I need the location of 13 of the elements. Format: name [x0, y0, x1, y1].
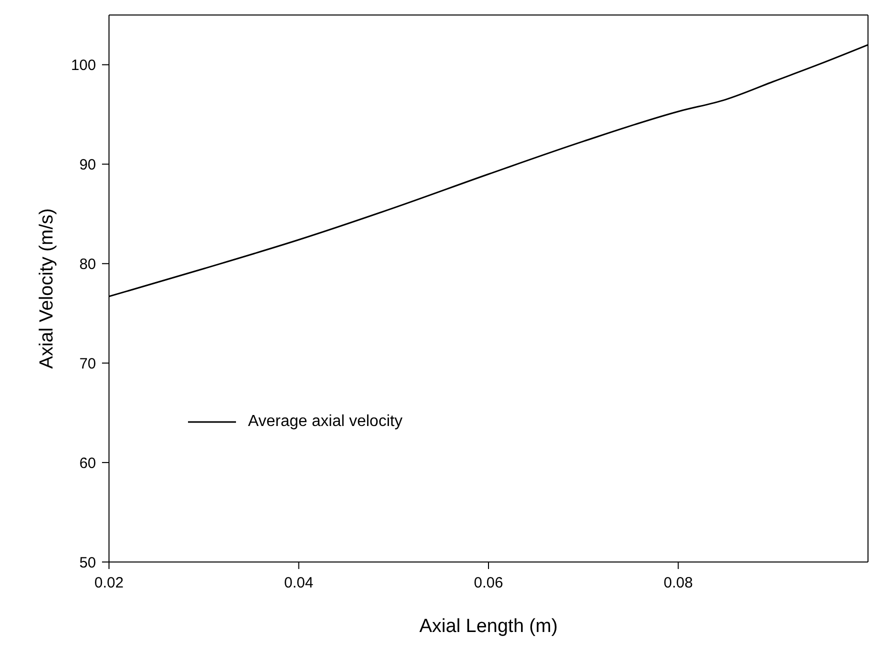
x-tick-label: 0.08: [664, 574, 693, 592]
y-tick-label: 70: [79, 355, 96, 372]
x-axis-title: Axial Length (m): [419, 616, 558, 637]
y-tick-label: 100: [70, 57, 96, 74]
y-tick-label: 50: [79, 554, 96, 572]
x-tick-label: 0.04: [284, 574, 314, 592]
x-tick-label: 0.02: [94, 574, 124, 592]
y-tick-label: 80: [79, 256, 96, 273]
y-tick-label: 90: [79, 156, 96, 174]
x-tick-label: 0.06: [474, 574, 504, 592]
y-axis-title: Axial Velocity (m/s): [36, 208, 58, 369]
y-tick-label: 60: [79, 454, 96, 472]
legend-label: Average axial velocity: [248, 413, 402, 431]
